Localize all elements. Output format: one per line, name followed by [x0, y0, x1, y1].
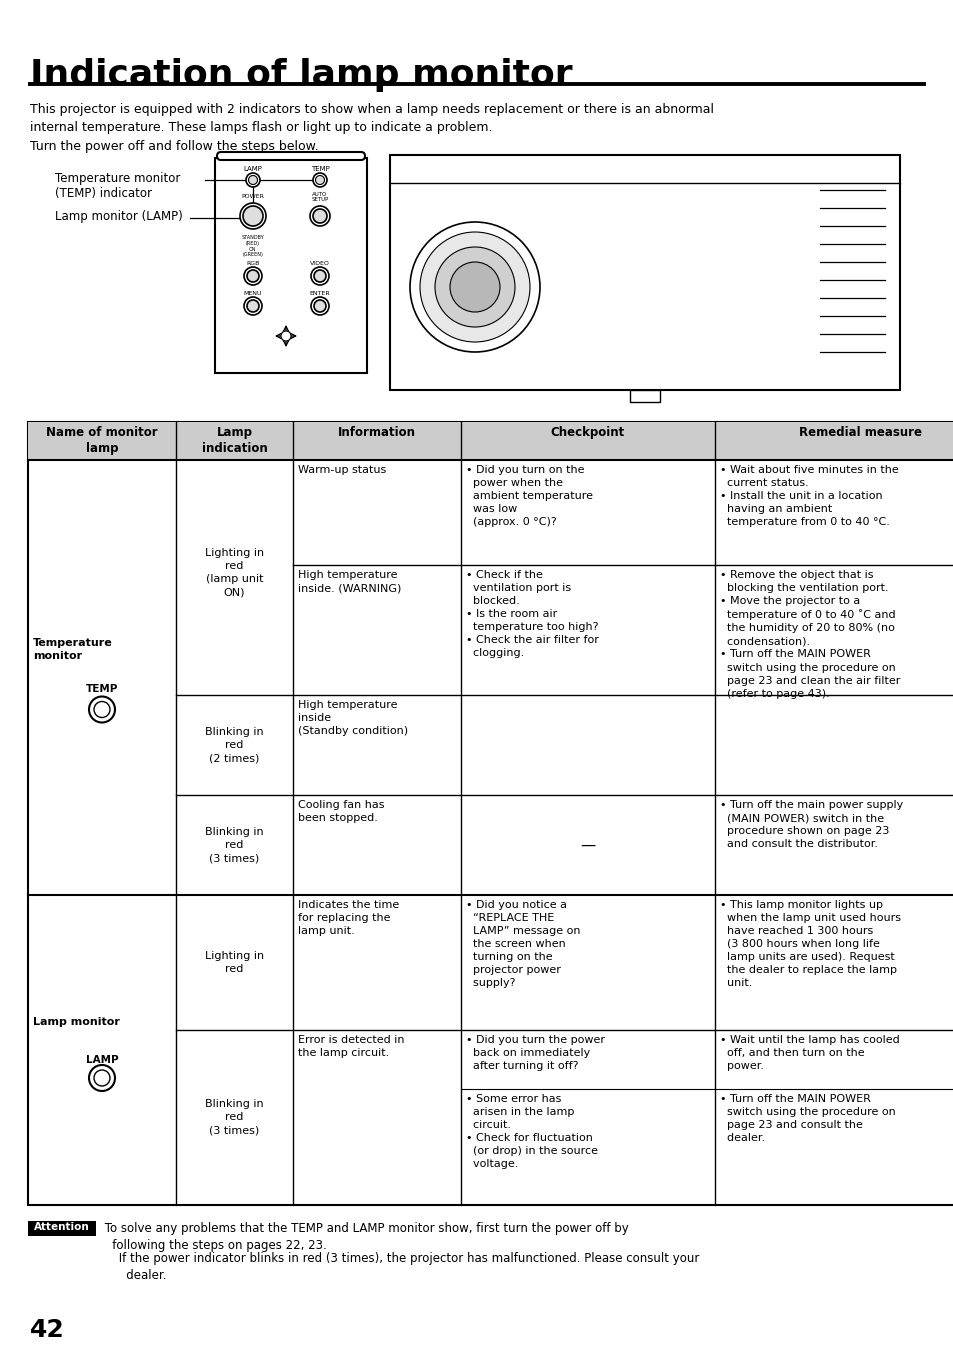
Text: If the power indicator blinks in red (3 times), the projector has malfunctioned.: If the power indicator blinks in red (3 … [115, 1252, 699, 1282]
Bar [629, 390, 659, 402]
Circle shape [247, 299, 258, 312]
Circle shape [310, 206, 330, 227]
Text: • Wait about five minutes in the
  current status.
• Install the unit in a locat: • Wait about five minutes in the current… [720, 465, 898, 527]
Circle shape [244, 297, 262, 316]
Circle shape [248, 175, 257, 185]
Text: Lighting in
red
(lamp unit
ON): Lighting in red (lamp unit ON) [205, 548, 264, 598]
Text: • Turn off the MAIN POWER
  switch using the procedure on
  page 23 and consult : • Turn off the MAIN POWER switch using t… [720, 1094, 895, 1143]
Bar [214, 158, 367, 374]
Text: This projector is equipped with 2 indicators to show when a lamp needs replaceme: This projector is equipped with 2 indica… [30, 103, 713, 152]
Text: Indication of lamp monitor: Indication of lamp monitor [30, 58, 572, 92]
Circle shape [244, 267, 262, 285]
Text: • Some error has
  arisen in the lamp
  circuit.
• Check for fluctuation
  (or d: • Some error has arisen in the lamp circ… [465, 1094, 598, 1170]
Circle shape [313, 209, 327, 223]
Text: • This lamp monitor lights up
  when the lamp unit used hours
  have reached 1 3: • This lamp monitor lights up when the l… [720, 900, 900, 989]
Text: RGB: RGB [246, 260, 259, 266]
Circle shape [314, 270, 326, 282]
Circle shape [94, 701, 110, 718]
Circle shape [315, 175, 324, 185]
Text: Blinking in
red
(3 times): Blinking in red (3 times) [205, 827, 264, 863]
Text: • Did you turn on the
  power when the
  ambient temperature
  was low
  (approx: • Did you turn on the power when the amb… [465, 465, 593, 527]
Text: Warm-up status: Warm-up status [297, 465, 386, 475]
Text: ENTER: ENTER [310, 291, 330, 295]
Text: • Remove the object that is
  blocking the ventilation port.
• Move the projecto: • Remove the object that is blocking the… [720, 571, 900, 699]
Text: Indicates the time
for replacing the
lamp unit.: Indicates the time for replacing the lam… [297, 900, 399, 936]
Text: MENU: MENU [244, 291, 262, 295]
Text: • Did you turn the power
  back on immediately
  after turning it off?: • Did you turn the power back on immedia… [465, 1035, 604, 1071]
Bar [28, 1221, 96, 1236]
FancyBboxPatch shape [216, 152, 365, 161]
Text: 42: 42 [30, 1318, 65, 1342]
Text: Cooling fan has
been stopped.: Cooling fan has been stopped. [297, 800, 384, 823]
Circle shape [311, 267, 329, 285]
Text: VIDEO: VIDEO [310, 260, 330, 266]
Text: Attention: Attention [34, 1222, 90, 1233]
Text: TEMP: TEMP [86, 684, 118, 695]
Circle shape [450, 262, 499, 312]
Text: Temperature
monitor: Temperature monitor [33, 638, 112, 661]
Circle shape [94, 1070, 110, 1086]
Text: • Wait until the lamp has cooled
  off, and then turn on the
  power.: • Wait until the lamp has cooled off, an… [720, 1035, 899, 1071]
Text: Lamp monitor: Lamp monitor [33, 1017, 120, 1027]
Circle shape [419, 232, 530, 343]
Circle shape [243, 206, 263, 227]
Bar [28, 422, 953, 1205]
Circle shape [89, 1064, 115, 1091]
Text: AUTO
SETUP: AUTO SETUP [311, 192, 329, 202]
Text: • Did you notice a
  “REPLACE THE
  LAMP” message on
  the screen when
  turning: • Did you notice a “REPLACE THE LAMP” me… [465, 900, 579, 989]
Text: —: — [579, 838, 595, 853]
Text: Blinking in
red
(2 times): Blinking in red (2 times) [205, 727, 264, 764]
Text: • Turn off the main power supply
  (MAIN POWER) switch in the
  procedure shown : • Turn off the main power supply (MAIN P… [720, 800, 902, 849]
Circle shape [410, 223, 539, 352]
Text: High temperature
inside. (WARNING): High temperature inside. (WARNING) [297, 571, 401, 594]
Bar [390, 155, 899, 390]
Text: LAMP: LAMP [243, 166, 262, 173]
Circle shape [313, 173, 327, 188]
Circle shape [247, 270, 258, 282]
Text: POWER: POWER [241, 194, 264, 200]
Circle shape [246, 173, 260, 188]
Text: Blinking in
red
(3 times): Blinking in red (3 times) [205, 1099, 264, 1136]
Text: Information: Information [337, 426, 416, 438]
Text: Checkpoint: Checkpoint [550, 426, 624, 438]
Text: To solve any problems that the TEMP and LAMP monitor show, first turn the power : To solve any problems that the TEMP and … [101, 1222, 628, 1252]
Text: • Check if the
  ventilation port is
  blocked.
• Is the room air
  temperature : • Check if the ventilation port is block… [465, 571, 598, 658]
Text: TEMP: TEMP [311, 166, 329, 173]
Text: Lighting in
red: Lighting in red [205, 951, 264, 974]
Text: LAMP: LAMP [86, 1055, 118, 1064]
Text: Error is detected in
the lamp circuit.: Error is detected in the lamp circuit. [297, 1035, 404, 1058]
Text: Lamp
indication: Lamp indication [201, 426, 267, 455]
Circle shape [281, 331, 291, 341]
Bar [28, 422, 953, 460]
Text: STANDBY
(RED)
ON
(GREEN): STANDBY (RED) ON (GREEN) [241, 235, 264, 258]
Circle shape [435, 247, 515, 326]
Text: Lamp monitor (LAMP): Lamp monitor (LAMP) [55, 210, 183, 223]
Circle shape [89, 696, 115, 723]
Text: Remedial measure: Remedial measure [799, 426, 921, 438]
Text: Temperature monitor
(TEMP) indicator: Temperature monitor (TEMP) indicator [55, 173, 180, 200]
Circle shape [240, 202, 266, 229]
Text: High temperature
inside
(Standby condition): High temperature inside (Standby conditi… [297, 700, 408, 737]
Circle shape [314, 299, 326, 312]
Circle shape [311, 297, 329, 316]
Text: Name of monitor
lamp: Name of monitor lamp [46, 426, 157, 455]
